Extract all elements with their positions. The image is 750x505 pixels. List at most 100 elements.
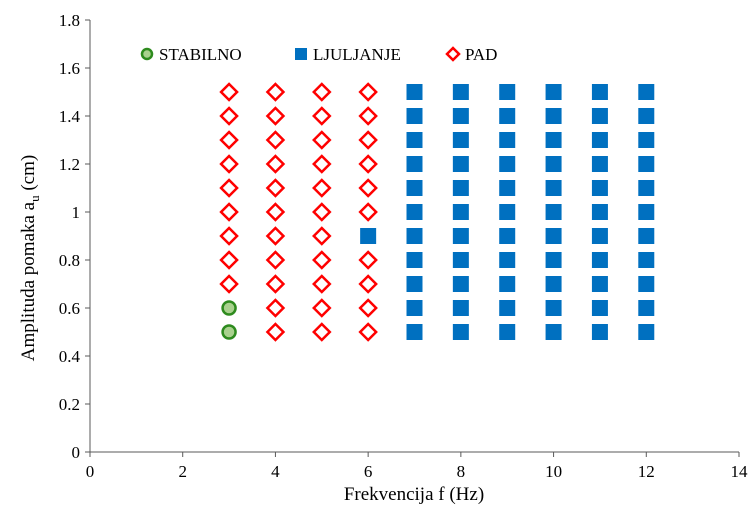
data-point: [452, 252, 469, 268]
data-point: [591, 180, 608, 196]
data-point: [265, 82, 286, 102]
data-point: [312, 298, 332, 318]
x-tick-label: 0: [86, 462, 95, 481]
y-tick-label: 0.2: [59, 395, 80, 414]
data-point: [591, 276, 608, 292]
legend-marker-circle: [140, 47, 154, 61]
data-point: [265, 322, 286, 342]
data-point: [545, 204, 562, 220]
legend-marker-square: [295, 48, 307, 60]
data-point: [219, 154, 239, 174]
data-point: [591, 228, 608, 244]
data-point: [499, 252, 516, 268]
data-point: [358, 178, 378, 198]
data-point: [358, 82, 378, 102]
data-point: [406, 84, 423, 100]
y-tick-label: 1.6: [59, 59, 80, 78]
data-point: [312, 202, 332, 222]
data-point: [638, 108, 655, 124]
data-point: [312, 250, 332, 270]
data-point: [452, 132, 469, 148]
data-point: [591, 252, 608, 268]
x-axis-title: Frekvencija f (Hz): [344, 484, 484, 505]
data-point: [358, 298, 378, 318]
data-point: [452, 300, 469, 316]
data-point: [312, 274, 332, 294]
data-point: [591, 84, 608, 100]
data-point: [545, 276, 562, 292]
data-point: [638, 276, 655, 292]
data-point: [452, 156, 469, 172]
data-point: [265, 106, 286, 126]
data-point: [499, 108, 516, 124]
data-point: [265, 130, 286, 150]
data-point: [358, 322, 378, 342]
legend-item-pad: PAD: [445, 45, 497, 64]
legend-marker-diamond: [445, 46, 461, 62]
y-tick-label: 1.4: [59, 107, 81, 126]
x-tick-label: 14: [731, 462, 749, 481]
data-point: [358, 106, 378, 126]
data-point: [545, 132, 562, 148]
data-point: [406, 300, 423, 316]
data-point: [591, 204, 608, 220]
data-point: [452, 324, 469, 340]
data-point: [221, 324, 237, 340]
data-point: [312, 106, 332, 126]
y-axis-title-main: Amplituda pomaka a: [18, 201, 39, 361]
data-point: [452, 180, 469, 196]
data-point: [499, 132, 516, 148]
series-pad: [219, 82, 378, 342]
y-tick-label: 1.8: [59, 11, 80, 30]
x-tick-label: 12: [638, 462, 655, 481]
y-axis-title-unit: (cm): [18, 155, 39, 196]
data-point: [312, 322, 332, 342]
data-point: [219, 274, 239, 294]
x-tick-label: 10: [545, 462, 562, 481]
data-point: [545, 228, 562, 244]
data-point: [499, 324, 516, 340]
data-point: [591, 156, 608, 172]
data-point: [591, 324, 608, 340]
data-point: [358, 130, 378, 150]
data-point: [499, 84, 516, 100]
data-point: [452, 84, 469, 100]
data-point: [406, 324, 423, 340]
data-point: [499, 228, 516, 244]
data-point: [591, 108, 608, 124]
data-point: [406, 228, 423, 244]
legend-item-stabilno: STABILNO: [140, 45, 242, 64]
data-point: [406, 108, 423, 124]
data-point: [591, 300, 608, 316]
data-marks: [219, 82, 655, 342]
data-point: [638, 156, 655, 172]
data-point: [219, 178, 239, 198]
data-point: [638, 132, 655, 148]
data-point: [406, 156, 423, 172]
data-point: [360, 228, 377, 244]
data-point: [219, 130, 239, 150]
data-point: [219, 250, 239, 270]
y-tick-label: 1: [72, 203, 81, 222]
data-point: [221, 300, 237, 316]
x-tick-label: 2: [178, 462, 187, 481]
data-point: [499, 204, 516, 220]
x-tick-label: 4: [271, 462, 280, 481]
data-point: [265, 202, 286, 222]
y-tick-label: 0.8: [59, 251, 80, 270]
y-tick-label: 0: [72, 443, 81, 462]
legend-label: LJULJANJE: [313, 45, 401, 64]
data-point: [265, 250, 286, 270]
y-axis-title: Amplituda pomaka au (cm): [18, 155, 42, 361]
data-point: [406, 180, 423, 196]
data-point: [545, 108, 562, 124]
legend-label: PAD: [465, 45, 497, 64]
data-point: [219, 82, 239, 102]
data-point: [312, 226, 332, 246]
data-point: [499, 156, 516, 172]
y-tick-label: 0.4: [59, 347, 81, 366]
data-point: [452, 108, 469, 124]
data-point: [312, 130, 332, 150]
